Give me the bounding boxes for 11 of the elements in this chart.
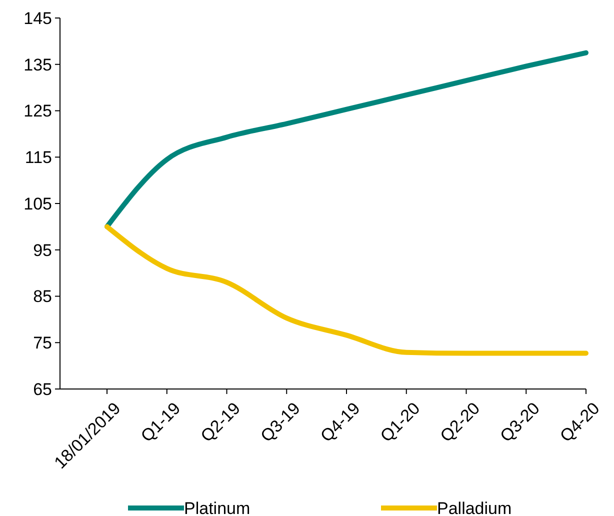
y-tick-label: 115 [24,148,52,168]
legend-label: Platinum [184,498,250,516]
y-tick-label: 95 [33,240,52,260]
y-tick-label: 135 [24,55,52,74]
legend-label: Palladium [437,498,512,516]
y-tick-label: 85 [33,287,52,306]
y-tick-label: 125 [24,102,52,121]
y-tick-label: 145 [24,8,52,28]
y-tick-label: 105 [24,194,52,214]
y-tick-label: 75 [33,334,52,353]
y-tick-label: 65 [33,380,52,399]
